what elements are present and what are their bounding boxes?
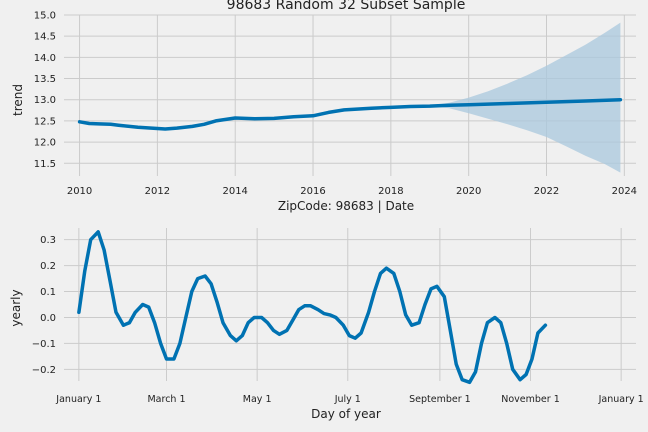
yearly-y-axis-label: yearly bbox=[9, 289, 23, 326]
y-tick-label: 13.5 bbox=[34, 74, 56, 85]
trend-x-ticks: 2010 2012 2014 2016 2018 2020 2022 2024 bbox=[67, 186, 637, 197]
trend-y-axis-label: trend bbox=[11, 84, 25, 116]
x-tick-label: 2010 bbox=[67, 186, 92, 197]
yearly-gridlines bbox=[64, 228, 636, 381]
y-tick-label: −0.2 bbox=[32, 365, 56, 376]
x-tick-label: November 1 bbox=[501, 394, 559, 405]
y-tick-label: 0.0 bbox=[40, 313, 56, 324]
x-tick-label: July 1 bbox=[334, 394, 361, 405]
y-tick-label: 13.0 bbox=[34, 95, 56, 106]
x-tick-label: 2020 bbox=[456, 186, 481, 197]
x-tick-label: March 1 bbox=[147, 394, 185, 405]
y-tick-label: 15.0 bbox=[34, 11, 56, 22]
y-tick-label: 0.2 bbox=[40, 261, 56, 272]
yearly-x-axis-label: Day of year bbox=[311, 407, 381, 421]
x-tick-label: September 1 bbox=[409, 394, 471, 405]
y-tick-label: 0.3 bbox=[40, 235, 56, 246]
trend-line bbox=[77, 97, 623, 131]
y-tick-label: −0.1 bbox=[32, 339, 56, 350]
x-tick-label: 2016 bbox=[300, 186, 325, 197]
y-tick-label: 11.5 bbox=[34, 159, 56, 170]
yearly-line bbox=[77, 230, 548, 385]
x-tick-label: January 1 bbox=[598, 394, 644, 405]
trend-uncertainty-band bbox=[429, 22, 621, 173]
y-tick-label: 0.1 bbox=[40, 287, 56, 298]
x-tick-label: May 1 bbox=[243, 394, 272, 405]
y-tick-label: 12.0 bbox=[34, 138, 56, 149]
y-tick-label: 12.5 bbox=[34, 116, 56, 127]
x-tick-label: 2018 bbox=[378, 186, 403, 197]
x-tick-label: January 1 bbox=[55, 394, 101, 405]
x-tick-label: 2012 bbox=[145, 186, 170, 197]
y-tick-label: 14.5 bbox=[34, 32, 56, 43]
x-tick-label: 2024 bbox=[612, 186, 637, 197]
yearly-y-ticks: −0.2 −0.1 0.0 0.1 0.2 0.3 bbox=[32, 235, 56, 376]
chart-title: 98683 Random 32 Subset Sample bbox=[227, 0, 466, 13]
y-tick-label: 14.0 bbox=[34, 53, 56, 64]
trend-panel: 2010 2012 2014 2016 2018 2020 2022 2024 11.5 12.… bbox=[11, 11, 637, 214]
yearly-x-ticks: January 1 March 1 May 1 July 1 September 1 No… bbox=[55, 394, 643, 405]
x-tick-label: 2014 bbox=[222, 186, 247, 197]
trend-x-axis-label: ZipCode: 98683 | Date bbox=[278, 199, 414, 213]
x-tick-label: 2022 bbox=[534, 186, 559, 197]
yearly-panel: January 1 March 1 May 1 July 1 September 1 No… bbox=[9, 228, 644, 421]
trend-y-ticks: 11.5 12.0 12.5 13.0 13.5 14.0 14.5 15.0 bbox=[34, 11, 56, 170]
